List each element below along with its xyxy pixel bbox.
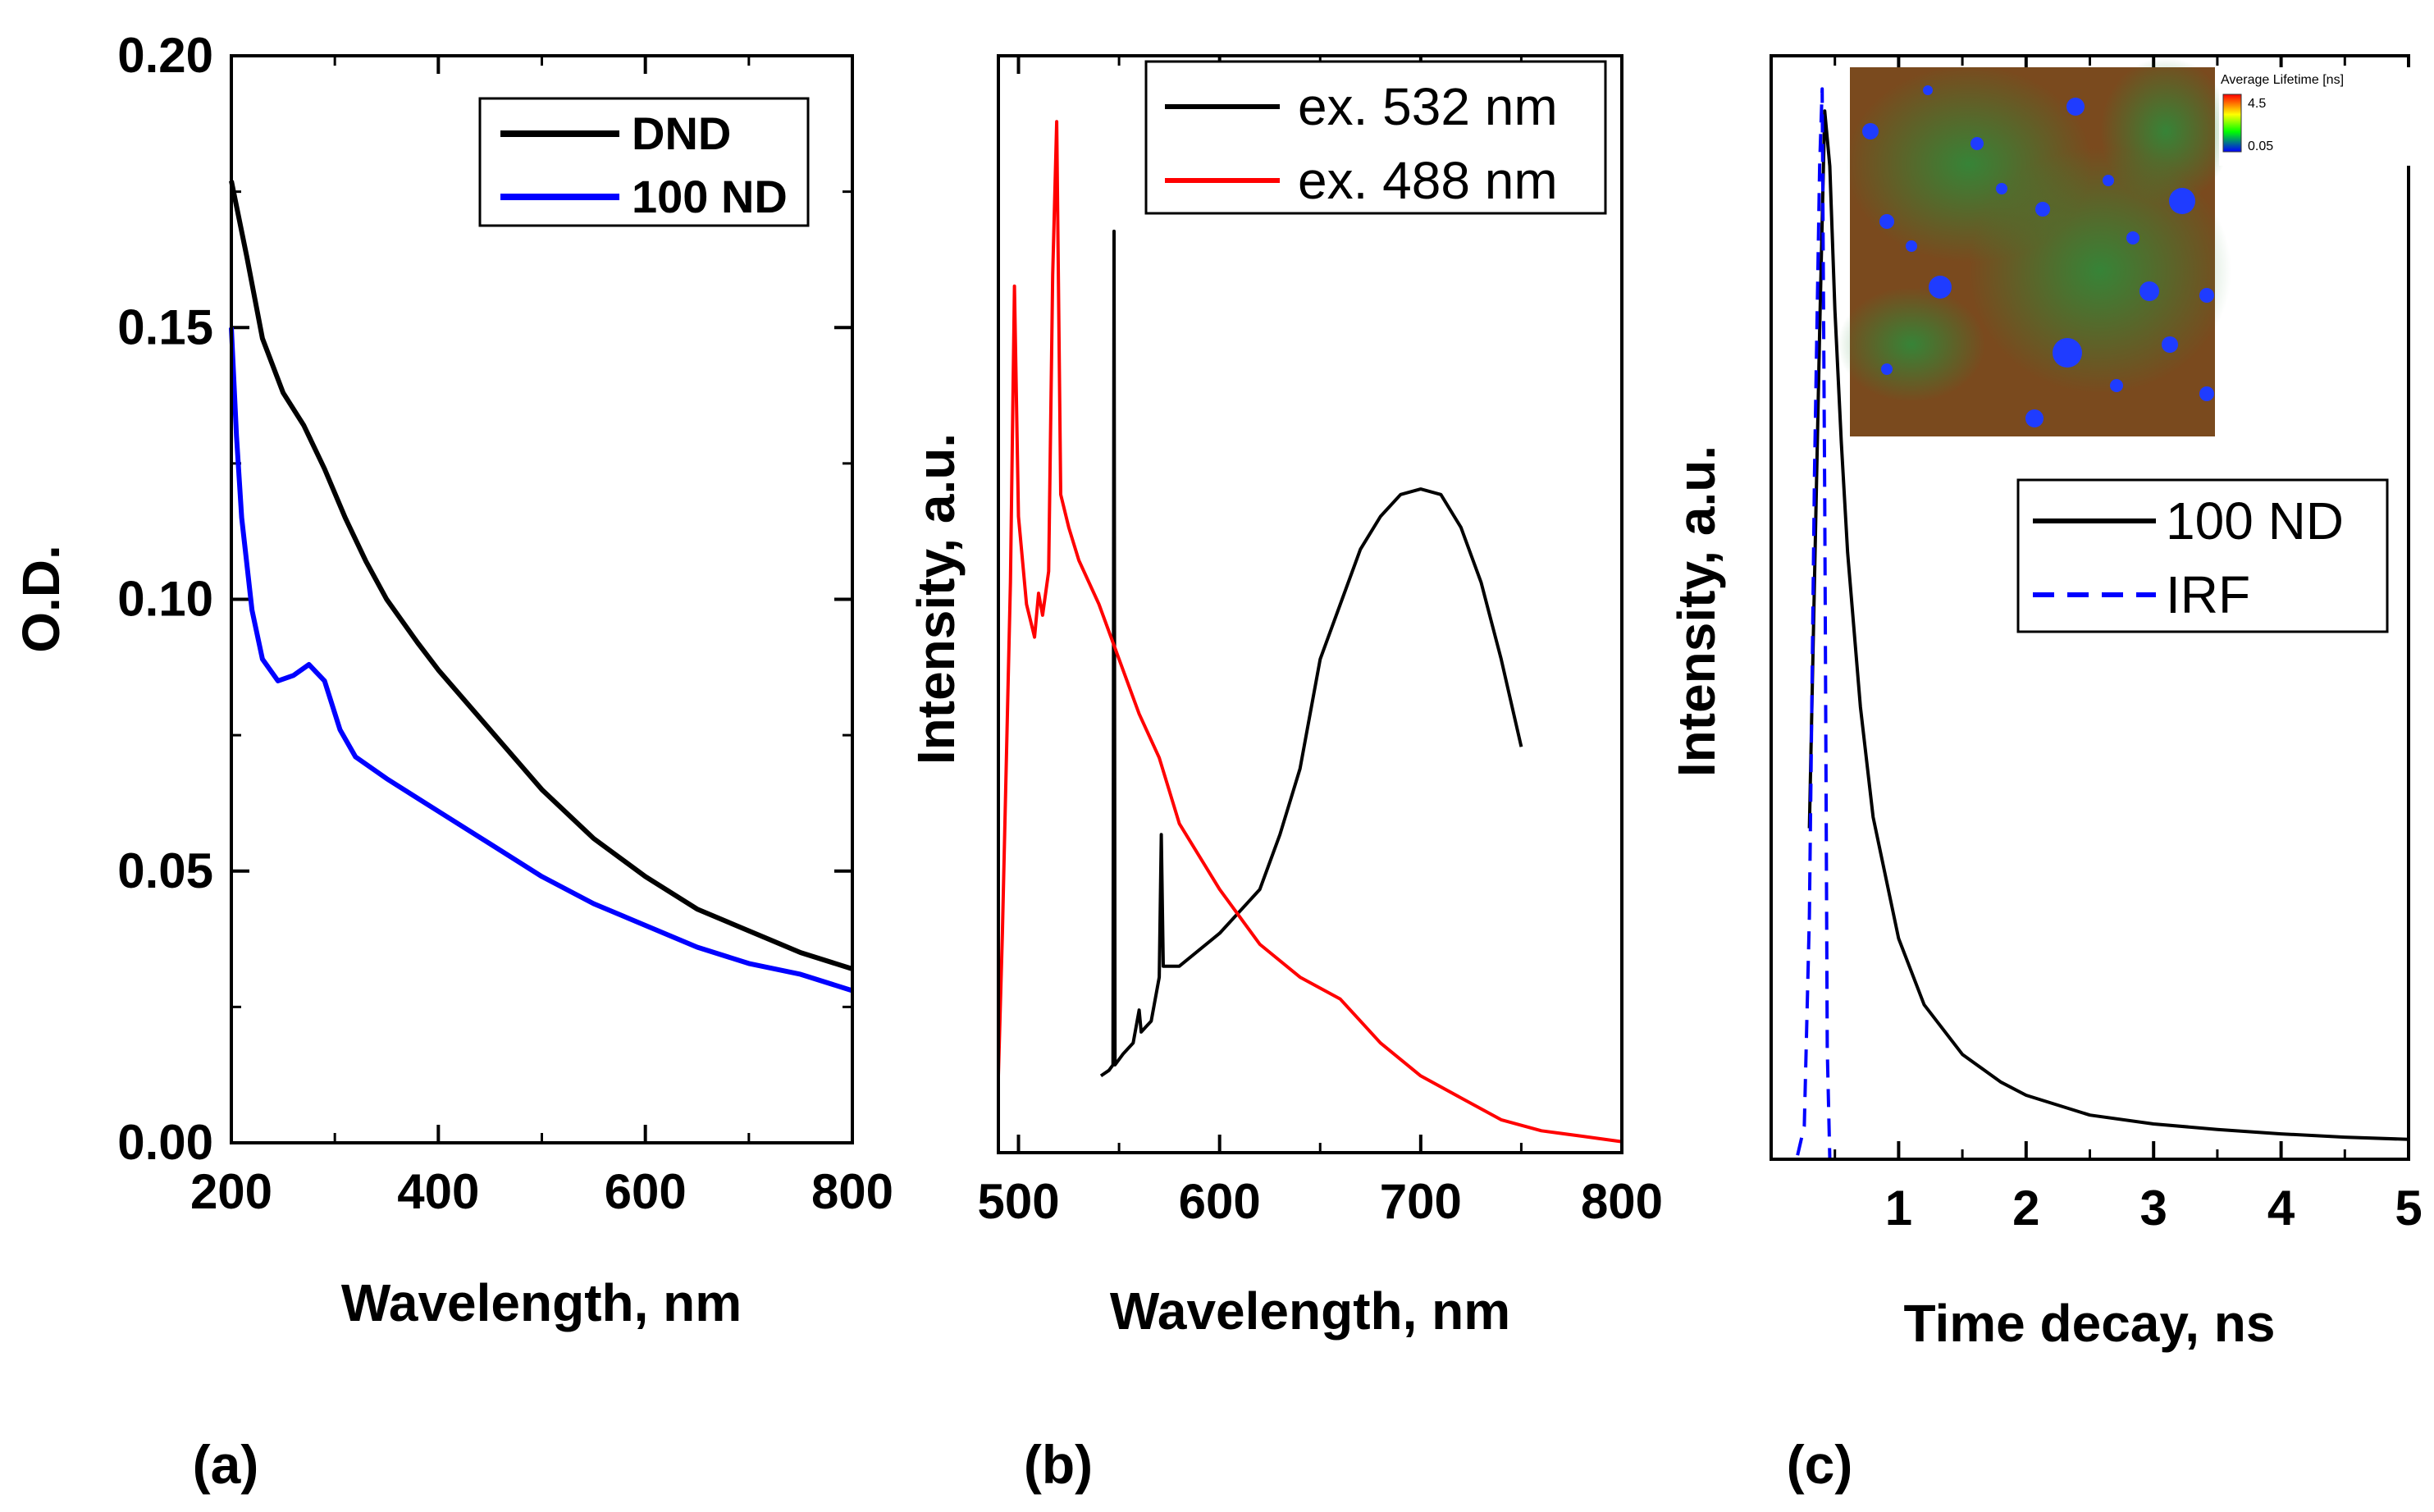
inset-colorbar-min: 0.05 <box>2248 139 2273 153</box>
inset-dot <box>1970 137 1984 150</box>
panel-label-b: (b) <box>1024 1434 1093 1495</box>
panel-b-legend: ex. 532 nm ex. 488 nm <box>1144 60 1607 215</box>
panel-c-frame <box>1770 54 2410 1161</box>
inset-dot <box>2103 175 2114 186</box>
legend-label-dnd: DND <box>632 107 731 159</box>
panel-b-series <box>997 120 1623 1144</box>
panel-a-ytick-label: 0.05 <box>117 843 213 898</box>
legend-label-irf: IRF <box>2166 565 2250 624</box>
panel-c-tick-labels: 1 2 3 4 5 <box>1885 1181 2423 1236</box>
legend-label-100nd-c: 100 ND <box>2166 491 2344 550</box>
inset-dot <box>1923 85 1933 95</box>
panel-c-xtick-label: 4 <box>2267 1181 2295 1236</box>
panel-c-xtick-label: 1 <box>1885 1181 1912 1236</box>
panel-c-chart: 1 2 3 4 5 Time decay, ns Intensity, a.u. <box>1667 54 2423 1353</box>
panel-b-xtick-label: 700 <box>1380 1174 1462 1229</box>
panel-a-legend: DND 100 ND <box>478 97 810 227</box>
legend-label-532: ex. 532 nm <box>1298 77 1558 136</box>
series-line-a-1 <box>229 327 853 994</box>
panel-c-ylabel: Intensity, a.u. <box>1667 445 1726 777</box>
panel-a-ylabel: O.D. <box>11 545 71 653</box>
series-line-c-0 <box>1807 109 2409 1141</box>
panel-b-tick-labels: 500 600 700 800 <box>977 1174 1663 1229</box>
inset-dot <box>1906 240 1917 252</box>
panel-c-xlabel: Time decay, ns <box>1904 1294 2276 1353</box>
inset-dot <box>2053 338 2082 368</box>
panel-c-xtick-label: 2 <box>2012 1181 2039 1236</box>
inset-dot <box>1881 363 1893 375</box>
panel-a-ytick-label: 0.20 <box>117 28 213 83</box>
inset-dot <box>2199 288 2214 303</box>
panel-a-frame <box>230 54 854 1144</box>
inset-dot <box>2110 379 2123 392</box>
panel-c-series <box>1771 87 2409 1161</box>
panel-c-xtick-label: 3 <box>2140 1181 2167 1236</box>
panel-a-tick-labels: 200 400 600 800 0.00 0.05 0.10 0.15 0.20 <box>117 28 893 1219</box>
panel-label-c: (c) <box>1787 1434 1853 1495</box>
legend-label-488: ex. 488 nm <box>1298 151 1558 210</box>
legend-label-100nd-a: 100 ND <box>632 171 788 222</box>
series-line-b-1 <box>997 120 1623 1144</box>
panel-c-legend-box <box>2016 478 2389 633</box>
panel-a-xlabel: Wavelength, nm <box>341 1273 742 1332</box>
panel-a-ytick-label: 0.10 <box>117 572 213 627</box>
panel-b-frame <box>997 54 1623 1154</box>
panel-b-chart: 500 600 700 800 Wavelength, nm Intensity, a… <box>906 54 1663 1341</box>
panel-b-ylabel: Intensity, a.u. <box>906 433 966 765</box>
panel-a-chart: 200 400 600 800 0.00 0.05 0.10 0.15 0.20 Wavelen… <box>11 28 893 1332</box>
panel-a-xtick-label: 800 <box>811 1164 893 1219</box>
inset-dot <box>1879 214 1894 229</box>
inset-dot <box>1929 276 1952 299</box>
inset-dot <box>2066 98 2085 116</box>
series-line-b-0 <box>1099 229 1523 1078</box>
panel-b-legend-box <box>1144 60 1607 215</box>
panel-c-legend: 100 ND IRF <box>2016 478 2389 633</box>
panel-a-xtick-label: 400 <box>397 1164 479 1219</box>
inset-dot <box>2126 231 2139 244</box>
inset-dot <box>2025 409 2044 427</box>
panel-b-xtick-label: 500 <box>977 1174 1059 1229</box>
panel-a-ytick-label: 0.00 <box>117 1115 213 1170</box>
series-line-c-1 <box>1771 87 2409 1161</box>
panel-c-xtick-label: 5 <box>2395 1181 2422 1236</box>
panel-b-xtick-label: 800 <box>1581 1174 1663 1229</box>
inset-dot <box>2199 386 2214 401</box>
panel-b-xlabel: Wavelength, nm <box>1110 1281 1510 1341</box>
inset-dot <box>1996 183 2007 194</box>
inset-colorbar-title: Average Lifetime [ns] <box>2221 73 2344 87</box>
inset-dot <box>2139 281 2159 301</box>
inset-colorbar-max: 4.5 <box>2248 97 2266 111</box>
panel-b-xtick-label: 600 <box>1179 1174 1261 1229</box>
series-line-a-0 <box>229 180 853 971</box>
inset-dot <box>2162 336 2178 353</box>
inset-dot <box>2035 202 2050 217</box>
inset-colorbar <box>2222 94 2242 153</box>
panel-a-legend-box <box>478 97 810 227</box>
flim-inset-image: Average Lifetime [ns] 4.5 0.05 <box>1838 57 2416 436</box>
panel-a-xtick-label: 600 <box>605 1164 687 1219</box>
inset-dot <box>1862 123 1879 139</box>
panel-a-series <box>229 180 853 994</box>
panel-label-a: (a) <box>193 1434 259 1495</box>
inset-dot <box>2169 188 2195 214</box>
panel-a-ytick-label: 0.15 <box>117 299 213 354</box>
panel-a-xtick-label: 200 <box>190 1164 272 1219</box>
